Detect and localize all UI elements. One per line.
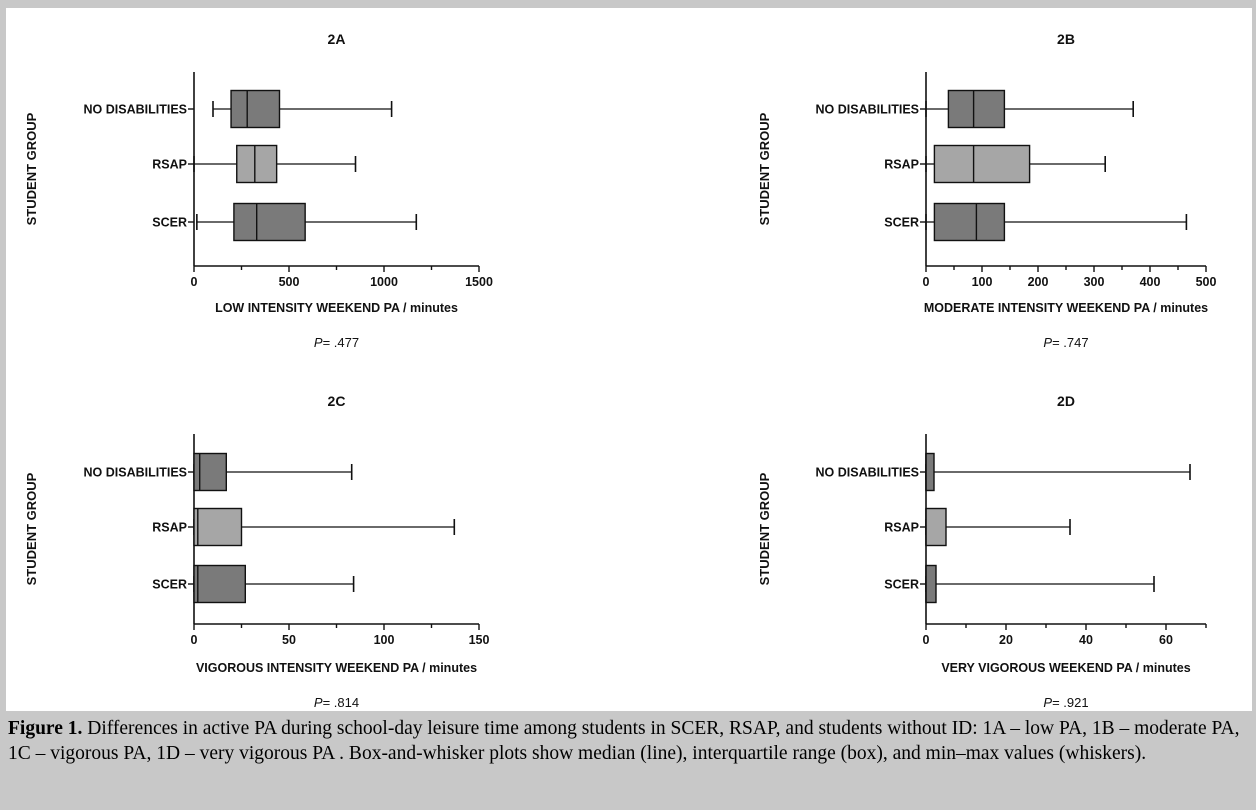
figure-panel: 2A 0 500 1000 1500 LOW INTENSITY WEEKEND PA /… <box>6 8 1252 711</box>
x-tick-label-2d: 0 <box>923 633 930 647</box>
box-no-disabilities <box>947 89 1006 129</box>
y-tick-label-no-disabilities: NO DISABILITIES <box>816 466 919 480</box>
figure-caption: Figure 1. Differences in active PA durin… <box>8 716 1248 766</box>
caption-text: Differences in active PA during school-d… <box>8 718 1240 764</box>
x-tick-label-2a: 500 <box>279 275 300 289</box>
p-value-2a: P= .477 <box>314 335 359 350</box>
y-tick-label-scer: SCER <box>884 216 919 230</box>
x-tick-label-2c: 100 <box>374 633 395 647</box>
y-tick-label-scer: SCER <box>152 216 187 230</box>
x-tick-label-2b: 100 <box>972 275 993 289</box>
x-axis-title-2b: MODERATE INTENSITY WEEKEND PA / minutes <box>924 301 1208 315</box>
x-tick-label-2b: 200 <box>1028 275 1049 289</box>
x-tick-label-2a: 1500 <box>465 275 493 289</box>
y-tick-label-no-disabilities: NO DISABILITIES <box>816 103 919 117</box>
y-tick-label-no-disabilities: NO DISABILITIES <box>84 103 187 117</box>
box-rsap <box>933 144 1031 184</box>
y-axis-title-2c: STUDENT GROUP <box>24 472 39 585</box>
box-scer <box>193 564 246 604</box>
x-tick-label-2c: 0 <box>191 633 198 647</box>
x-tick-label-2a: 1000 <box>370 275 398 289</box>
p-value-2c: P= .814 <box>314 695 359 710</box>
y-tick-label-rsap: RSAP <box>884 158 919 172</box>
x-tick-label-2c: 150 <box>469 633 490 647</box>
y-tick-label-no-disabilities: NO DISABILITIES <box>84 466 187 480</box>
chart-title-2d: 2D <box>1057 393 1075 409</box>
x-tick-label-2b: 300 <box>1084 275 1105 289</box>
y-axis-title-2d: STUDENT GROUP <box>757 472 772 585</box>
x-axis-title-2a: LOW INTENSITY WEEKEND PA / minutes <box>215 301 458 315</box>
box-no-disabilities <box>230 89 281 129</box>
x-tick-label-2b: 400 <box>1140 275 1161 289</box>
box-rsap <box>236 144 278 184</box>
x-axis-title-2d: VERY VIGOROUS WEEKEND PA / minutes <box>941 661 1190 675</box>
x-axis-title-2c: VIGOROUS INTENSITY WEEKEND PA / minutes <box>196 661 477 675</box>
p-value-2d: P= .921 <box>1043 695 1088 710</box>
box-scer <box>233 202 306 242</box>
y-tick-label-scer: SCER <box>884 578 919 592</box>
box-no-disabilities <box>925 452 935 492</box>
box-rsap <box>193 507 243 547</box>
x-tick-label-2a: 0 <box>191 275 198 289</box>
p-value-2b: P= .747 <box>1043 335 1088 350</box>
box-scer <box>933 202 1006 242</box>
y-axis-title-2a: STUDENT GROUP <box>24 112 39 225</box>
x-tick-label-2c: 50 <box>282 633 296 647</box>
box-no-disabilities <box>193 452 227 492</box>
y-axis-title-2b: STUDENT GROUP <box>757 112 772 225</box>
chart-title-2b: 2B <box>1057 31 1075 47</box>
y-tick-label-rsap: RSAP <box>152 521 187 535</box>
x-tick-label-2d: 40 <box>1079 633 1093 647</box>
y-tick-label-rsap: RSAP <box>152 158 187 172</box>
caption-label: Figure 1. <box>8 718 83 739</box>
x-tick-label-2b: 500 <box>1196 275 1217 289</box>
chart-title-2c: 2C <box>328 393 346 409</box>
box-scer <box>925 564 937 604</box>
chart-title-2a: 2A <box>328 31 346 47</box>
box-rsap <box>925 507 947 547</box>
x-tick-label-2b: 0 <box>923 275 930 289</box>
y-tick-label-rsap: RSAP <box>884 521 919 535</box>
x-tick-label-2d: 20 <box>999 633 1013 647</box>
y-tick-label-scer: SCER <box>152 578 187 592</box>
x-tick-label-2d: 60 <box>1159 633 1173 647</box>
